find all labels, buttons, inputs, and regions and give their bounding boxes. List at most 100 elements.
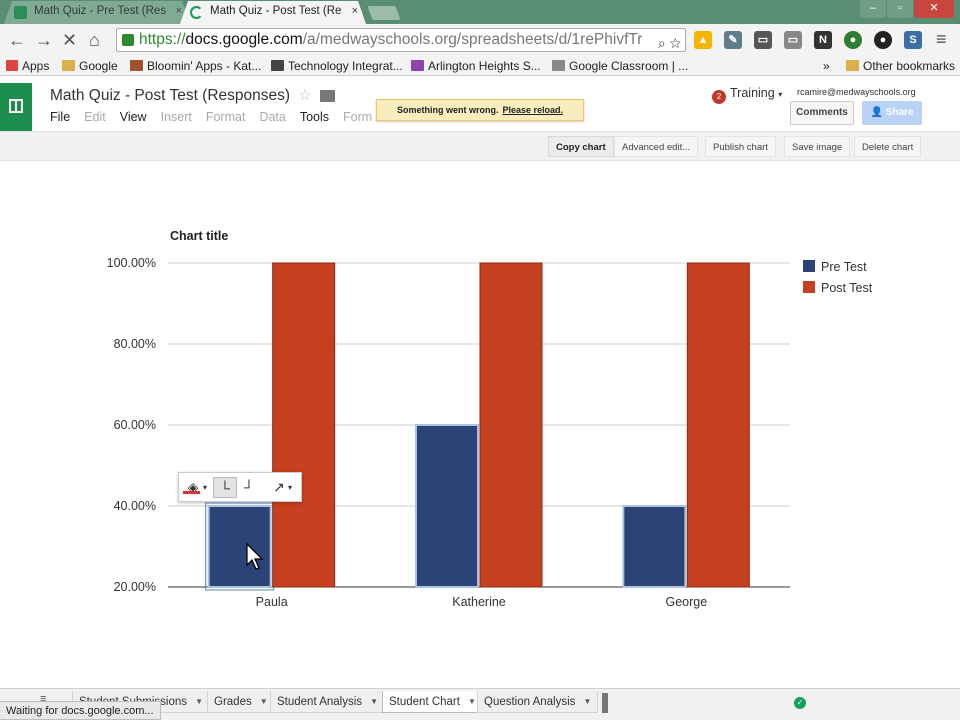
chevron-down-icon[interactable]: ▼ — [370, 697, 379, 706]
address-bar[interactable]: https://docs.google.com/a/medwayschools.… — [116, 28, 686, 52]
browser-tab-pre-test[interactable]: Math Quiz - Pre Test (Res × — [4, 1, 190, 24]
bookmark-label: Arlington Heights S... — [428, 59, 541, 73]
forward-arrow-icon[interactable]: → — [35, 30, 53, 50]
menu-data[interactable]: Data — [259, 110, 286, 124]
bookmark-bloomin-apps[interactable]: Bloomin' Apps - Kat... — [130, 59, 261, 73]
minimize-icon[interactable]: – — [860, 0, 886, 18]
legend-label: Pre Test — [821, 260, 867, 274]
paint-bucket-icon[interactable]: ◈ — [187, 479, 199, 495]
sheet-tab-grades[interactable]: Grades ▼ — [207, 691, 275, 713]
legend-item-pre-test[interactable]: Pre Test — [803, 260, 872, 281]
bookmark-google-classroom[interactable]: Google Classroom | ... — [552, 59, 688, 73]
bookmark-other-bookmarks[interactable]: Other bookmarks — [846, 59, 955, 73]
chevron-down-icon[interactable]: ▾ — [287, 483, 292, 492]
record-extension-icon[interactable]: ● — [874, 31, 892, 49]
sheet-tab-label: Question Analysis — [484, 696, 576, 708]
back-arrow-icon[interactable]: ← — [8, 30, 26, 50]
bar-pre-test-paula[interactable] — [207, 505, 272, 588]
drive-extension-icon[interactable]: ▲ — [694, 31, 712, 49]
chrome-menu-icon[interactable]: ≡ — [936, 29, 947, 49]
omnibox-actions: ⌕ ☆ — [653, 32, 681, 51]
bookmark-technology-integration[interactable]: Technology Integrat... — [271, 59, 403, 73]
fill-color-indicator — [183, 491, 200, 494]
close-tab-icon[interactable]: × — [351, 5, 358, 17]
chevron-down-icon[interactable]: ▼ — [468, 697, 476, 706]
apps-grid-icon — [6, 60, 18, 71]
chevron-down-icon[interactable]: ▼ — [259, 697, 268, 706]
chevron-down-icon[interactable]: ▼ — [195, 697, 204, 706]
loading-spinner-icon — [190, 6, 203, 19]
bar-post-test-paula[interactable] — [272, 262, 336, 588]
legend-item-post-test[interactable]: Post Test — [803, 281, 872, 302]
save-image-button[interactable]: Save image — [784, 136, 851, 157]
chart-style-right-icon[interactable]: ┘ — [244, 479, 254, 495]
folder-icon[interactable] — [320, 90, 335, 102]
menu-format[interactable]: Format — [205, 110, 246, 124]
n-extension-icon[interactable]: N — [814, 31, 832, 49]
home-icon[interactable]: ⌂ — [89, 30, 100, 50]
screen-extension-icon[interactable]: ▭ — [754, 31, 772, 49]
extension-icon[interactable]: ✎ — [724, 31, 742, 49]
sheets-header: Math Quiz - Post Test (Responses) ☆ File… — [0, 77, 960, 131]
menu-view[interactable]: View — [119, 110, 147, 124]
bookmark-google[interactable]: Google — [62, 59, 118, 73]
menu-edit[interactable]: Edit — [84, 110, 106, 124]
chevron-down-icon[interactable]: ▾ — [202, 483, 207, 492]
bar-post-test-george[interactable] — [686, 262, 750, 588]
copy-chart-button[interactable]: Copy chart — [548, 136, 614, 157]
bookmark-apps[interactable]: Apps — [6, 59, 49, 73]
maximize-icon[interactable]: ▫ — [887, 0, 913, 18]
x-tick-label: Katherine — [452, 595, 506, 609]
menu-insert[interactable]: Insert — [160, 110, 192, 124]
bar-post-test-katherine[interactable] — [479, 262, 543, 588]
url-host: docs.google.com — [185, 31, 303, 48]
close-tab-icon[interactable]: × — [175, 5, 182, 17]
evernote-extension-icon[interactable]: ● — [844, 31, 862, 49]
close-window-icon[interactable]: ✕ — [914, 0, 954, 18]
browser-tab-post-test[interactable]: Math Quiz - Post Test (Re × — [180, 1, 366, 24]
chart-legend: Pre Test Post Test — [803, 260, 872, 302]
window-controls: – ▫ ✕ — [860, 0, 954, 18]
menu-file[interactable]: File — [50, 110, 71, 124]
tabs-scrollbar[interactable] — [602, 693, 608, 713]
browser-status-bar: Waiting for docs.google.com... — [0, 701, 161, 720]
sheet-tab-student-chart[interactable]: Student Chart ▼ — [382, 691, 483, 713]
bookmarks-bar: Apps Google Bloomin' Apps - Kat... Techn… — [0, 56, 960, 76]
chart-style-left-icon[interactable]: └ — [213, 477, 237, 498]
legend-label: Post Test — [821, 281, 873, 295]
sheets-logo-icon[interactable] — [0, 83, 32, 131]
menu-form[interactable]: Form — [343, 110, 373, 124]
chart-element-toolbar: ◈ ▾ └ ┘ ↗ ▾ — [178, 472, 302, 502]
comments-button[interactable]: Comments — [790, 101, 854, 125]
share-label: Share — [885, 107, 914, 118]
publish-chart-button[interactable]: Publish chart — [705, 136, 776, 157]
bookmarks-overflow-chevron[interactable]: » — [823, 59, 830, 73]
training-account[interactable]: 2 Training ▾ — [712, 86, 782, 104]
document-title[interactable]: Math Quiz - Post Test (Responses) — [50, 87, 291, 104]
menu-tools[interactable]: Tools — [299, 110, 330, 124]
resize-icon[interactable]: ↗ — [273, 479, 285, 495]
chevron-down-icon[interactable]: ▼ — [583, 697, 592, 706]
x-tick-label: George — [665, 595, 707, 609]
bookmark-favicon-icon — [130, 60, 143, 71]
chart-title[interactable]: Chart title — [170, 229, 229, 243]
all-sheets-menu-icon[interactable]: ≡ — [40, 693, 47, 705]
sheet-tab-label: Student Analysis — [277, 696, 363, 708]
sheet-tab-student-analysis[interactable]: Student Analysis ▼ — [270, 691, 386, 713]
bar-pre-test-katherine[interactable] — [415, 424, 479, 588]
advanced-edit-button[interactable]: Advanced edit... — [614, 136, 699, 157]
stop-icon[interactable]: ✕ — [62, 30, 78, 50]
search-icon[interactable]: ⌕ — [657, 35, 666, 51]
reload-link[interactable]: Please reload. — [502, 105, 564, 115]
cast-extension-icon[interactable]: ▭ — [784, 31, 802, 49]
star-bookmark-icon[interactable]: ☆ — [669, 35, 681, 51]
star-icon[interactable]: ☆ — [298, 87, 312, 104]
share-button[interactable]: 👤 Share — [862, 101, 922, 125]
delete-chart-button[interactable]: Delete chart — [854, 136, 922, 157]
legend-swatch — [803, 260, 815, 272]
secure-lock-icon — [122, 34, 134, 46]
s-extension-icon[interactable]: S — [904, 31, 922, 49]
bar-pre-test-george[interactable] — [622, 505, 687, 588]
bookmark-arlington-heights[interactable]: Arlington Heights S... — [411, 59, 541, 73]
sheet-tab-question-analysis[interactable]: Question Analysis ▼ — [477, 691, 599, 713]
